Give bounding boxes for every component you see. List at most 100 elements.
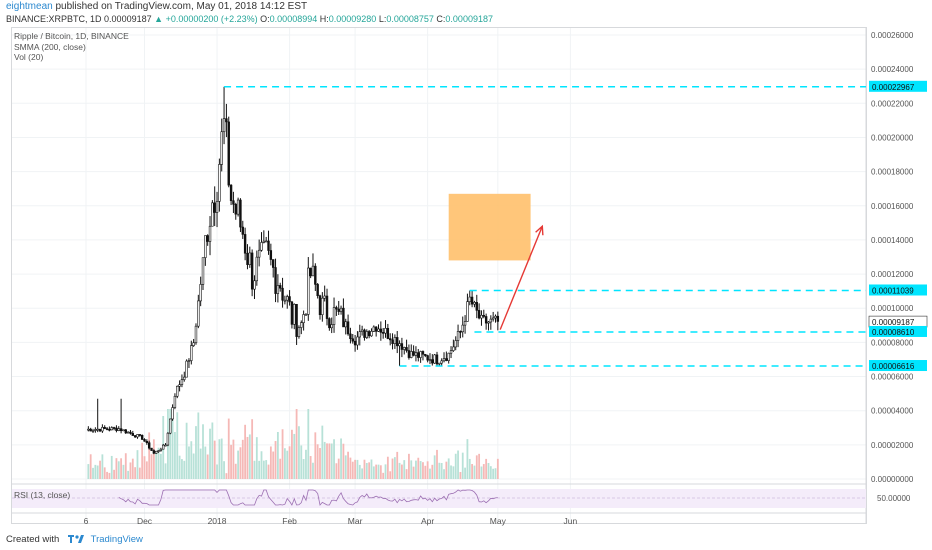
price-label-box [869, 360, 927, 372]
candle-body [220, 131, 223, 165]
candle-body [98, 428, 102, 432]
candle-body [309, 267, 312, 277]
volume-bar [143, 456, 146, 479]
candle-body [115, 427, 118, 431]
candle-body [452, 346, 455, 351]
volume-bar [293, 433, 296, 479]
volume-bar [274, 441, 277, 479]
candle-body [239, 199, 242, 228]
x-tick-label: 6 [84, 516, 89, 526]
candle-body [227, 121, 230, 186]
volume-bar [485, 458, 488, 479]
volume-bar [185, 422, 188, 479]
candle-body [241, 226, 244, 235]
volume-bar [169, 409, 172, 479]
candle-body [257, 249, 261, 258]
volume-bar [365, 463, 368, 479]
volume-bar [206, 454, 209, 479]
volume-bar [157, 447, 160, 479]
volume-bar [419, 461, 422, 479]
footer: Created with TradingView [6, 534, 143, 545]
volume-bar [475, 455, 478, 479]
rsi-line [118, 489, 498, 506]
candle-body [332, 307, 336, 325]
candle-body [105, 428, 109, 430]
candle-body [169, 418, 172, 434]
volume-bar [412, 466, 415, 479]
volume-bar [190, 441, 193, 479]
tradingview-brand[interactable]: TradingView [90, 534, 143, 545]
candle-body [393, 337, 397, 344]
volume-bar [237, 450, 239, 479]
rsi-tick-label: 50.00000 [877, 494, 911, 503]
candle-body [143, 439, 146, 442]
candle-body [136, 434, 139, 438]
volume-bar [164, 463, 167, 479]
volume-bar [204, 446, 207, 479]
candle-body [290, 301, 294, 325]
candle-body [461, 324, 464, 333]
price-label: 0.00022967 [872, 83, 915, 92]
candle-body [112, 427, 116, 429]
y-tick-label: 0.00010000 [871, 304, 914, 313]
volume-bar [480, 466, 483, 479]
candle-body [297, 327, 301, 337]
candle-body [316, 284, 319, 297]
candle-body [344, 321, 347, 328]
volume-bar [232, 439, 235, 479]
candle-body [286, 296, 289, 301]
candle-body [87, 428, 90, 431]
candle-body [211, 202, 214, 227]
volume-bar [431, 464, 434, 479]
volume-bar [405, 469, 408, 479]
volume-bar [124, 453, 127, 479]
volume-bar [330, 443, 333, 479]
volume-bar [340, 438, 342, 479]
candle-body [440, 360, 443, 364]
volume-bar [447, 458, 450, 479]
candle-body [225, 118, 228, 123]
volume-bar [307, 409, 310, 479]
volume-bar [89, 454, 92, 479]
volume-bar [391, 458, 394, 479]
price-axis: 0.00026000 0.00024000 0.00022000 0.00020000… [868, 31, 928, 503]
open-label: O: [260, 14, 270, 24]
volume-bar [211, 422, 214, 479]
volume-bar [309, 456, 312, 479]
candle-body [396, 337, 399, 347]
candle-body [166, 432, 170, 446]
author-link[interactable]: eightmean [6, 1, 53, 12]
candle-body [89, 428, 92, 432]
volume-bar [312, 462, 314, 479]
volume-bar [115, 458, 118, 479]
candle-body [445, 358, 448, 361]
volume-bar [234, 463, 237, 479]
candle-body [367, 331, 371, 337]
volume-bar [213, 440, 216, 479]
candle-body [176, 385, 179, 397]
candle-body [482, 314, 485, 317]
volume-bar [326, 443, 328, 479]
y-tick-label: 0.00018000 [871, 168, 914, 177]
candle-body [358, 331, 361, 338]
volume-bar [426, 461, 429, 479]
candle-body [288, 296, 291, 303]
volume-bar [401, 464, 403, 479]
candle-body [94, 429, 97, 431]
volume-bar [382, 472, 385, 479]
candle-body [192, 342, 195, 346]
change-up-icon: ▲ [154, 14, 164, 24]
volume-bar [461, 452, 464, 479]
candle-body [117, 428, 120, 431]
volume-bar [103, 467, 106, 479]
candle-body [213, 202, 216, 213]
volume-bar [127, 470, 130, 479]
volume-bar [471, 464, 473, 479]
volume-bar [487, 463, 490, 479]
volume-bar [251, 419, 254, 479]
price-change: +0.00000200 (+2.23%) [165, 14, 258, 24]
candle-body [337, 308, 340, 312]
volume-bar [183, 460, 186, 479]
volume-bar [429, 468, 431, 479]
